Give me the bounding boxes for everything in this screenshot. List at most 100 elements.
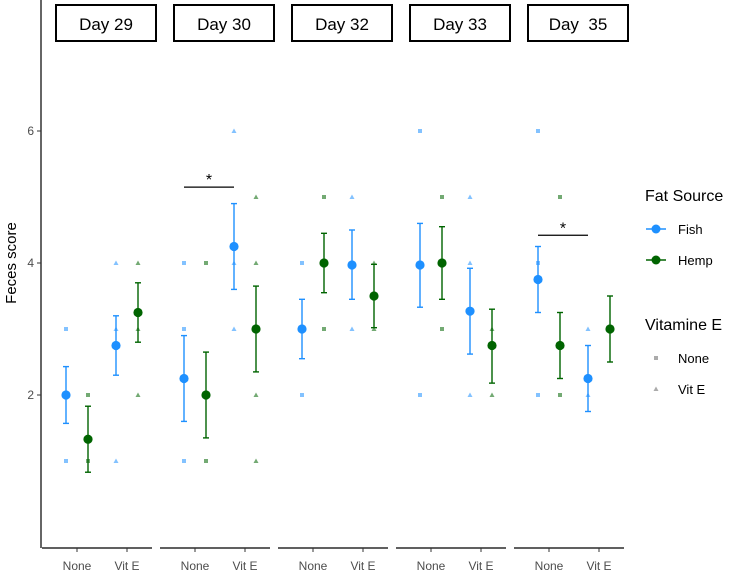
legend: Fat Source Fish Hemp Vitamine E None Vit E	[645, 188, 723, 397]
mean-point	[319, 258, 329, 268]
mean-point	[229, 241, 239, 252]
legend-key-point	[651, 224, 661, 234]
raw-point-triangle	[349, 194, 355, 199]
mean-point	[437, 258, 447, 268]
mean-point	[83, 434, 93, 444]
x-tick-label: None	[299, 559, 328, 573]
facet-label: Day 35	[549, 15, 608, 34]
raw-point-triangle	[253, 260, 259, 265]
panel-3: Day 32 None Vit E	[278, 4, 393, 573]
mean-point	[251, 324, 261, 334]
mean-point	[369, 291, 379, 301]
raw-point-square	[182, 261, 186, 265]
facet-label: Day 29	[79, 15, 133, 34]
x-tick-label: None	[535, 559, 564, 573]
raw-point-triangle	[113, 458, 119, 463]
x-tick-label: None	[63, 559, 92, 573]
raw-point-square	[418, 129, 422, 133]
facet-strip	[291, 4, 393, 42]
raw-point-square	[418, 393, 422, 397]
facet-strip	[527, 4, 629, 42]
mean-point	[583, 373, 593, 384]
y-tick-label: 2	[27, 388, 34, 402]
y-tick-label: 6	[27, 124, 34, 138]
raw-point-triangle	[349, 326, 355, 331]
legend-label: None	[678, 351, 709, 366]
raw-point-square	[182, 327, 186, 331]
raw-point-square	[536, 129, 540, 133]
mean-point	[179, 373, 189, 384]
mean-point	[297, 324, 307, 334]
x-tick-label: Vit E	[468, 559, 493, 573]
facet-label: Day 33	[433, 15, 487, 34]
raw-point-triangle	[467, 194, 473, 199]
mean-point	[555, 340, 565, 351]
panel-1: Day 29 None Vit E	[42, 4, 157, 573]
legend-title-fat-source: Fat Source	[645, 188, 723, 205]
raw-point-triangle	[231, 326, 237, 331]
mean-point	[487, 340, 497, 351]
raw-point-square	[300, 393, 304, 397]
legend-key-point	[651, 255, 661, 265]
legend-label: Hemp	[678, 253, 713, 268]
raw-point-triangle	[253, 458, 259, 463]
facet-strip	[55, 4, 157, 42]
raw-point-triangle	[253, 392, 259, 397]
raw-point-triangle	[135, 392, 141, 397]
mean-point	[415, 260, 425, 270]
significance-label: *	[206, 172, 212, 189]
x-tick-label: None	[417, 559, 446, 573]
raw-point-triangle	[253, 194, 259, 199]
raw-point-square	[558, 195, 562, 199]
x-tick-label: Vit E	[586, 559, 611, 573]
mean-point	[201, 390, 211, 400]
legend-key-square	[654, 356, 658, 360]
x-tick-label: Vit E	[350, 559, 375, 573]
significance-label: *	[560, 220, 566, 237]
raw-point-triangle	[231, 128, 237, 133]
raw-point-triangle	[489, 392, 495, 397]
y-axis-title: Feces score	[3, 222, 20, 304]
panels: Day 29 None Vit E Day 30 None Vit E * Day 32 Non…	[42, 4, 629, 573]
x-tick-label: Vit E	[114, 559, 139, 573]
raw-point-square	[440, 195, 444, 199]
legend-label: Vit E	[678, 382, 706, 397]
axes: 2 4 6 Feces score	[3, 0, 42, 548]
facet-label: Day 32	[315, 15, 369, 34]
mean-point	[605, 324, 615, 334]
mean-point	[61, 390, 71, 400]
raw-point-square	[86, 393, 90, 397]
panel-5: Day 35 None Vit E *	[514, 4, 629, 573]
mean-point	[111, 340, 121, 351]
mean-point	[347, 260, 357, 270]
raw-point-square	[204, 261, 208, 265]
raw-point-triangle	[585, 326, 591, 331]
facet-strip	[173, 4, 275, 42]
panel-2: Day 30 None Vit E *	[160, 4, 275, 573]
panel-4: Day 33 None Vit E	[396, 4, 511, 573]
raw-point-triangle	[467, 260, 473, 265]
raw-point-triangle	[371, 326, 377, 331]
legend-label: Fish	[678, 222, 703, 237]
raw-point-square	[64, 459, 68, 463]
raw-point-square	[300, 261, 304, 265]
facet-label: Day 30	[197, 15, 251, 34]
y-tick-label: 4	[27, 256, 34, 270]
mean-point	[133, 307, 143, 318]
mean-point	[465, 306, 475, 316]
raw-point-square	[440, 327, 444, 331]
raw-point-square	[322, 327, 326, 331]
x-tick-label: Vit E	[232, 559, 257, 573]
x-tick-label: None	[181, 559, 210, 573]
raw-point-square	[204, 459, 208, 463]
raw-point-square	[322, 195, 326, 199]
legend-title-vitamine-e: Vitamine E	[645, 317, 722, 334]
raw-point-square	[182, 459, 186, 463]
raw-point-square	[536, 393, 540, 397]
raw-point-triangle	[467, 392, 473, 397]
facet-strip	[409, 4, 511, 42]
legend-key-triangle	[653, 386, 659, 391]
mean-point	[533, 274, 543, 285]
raw-point-square	[64, 327, 68, 331]
